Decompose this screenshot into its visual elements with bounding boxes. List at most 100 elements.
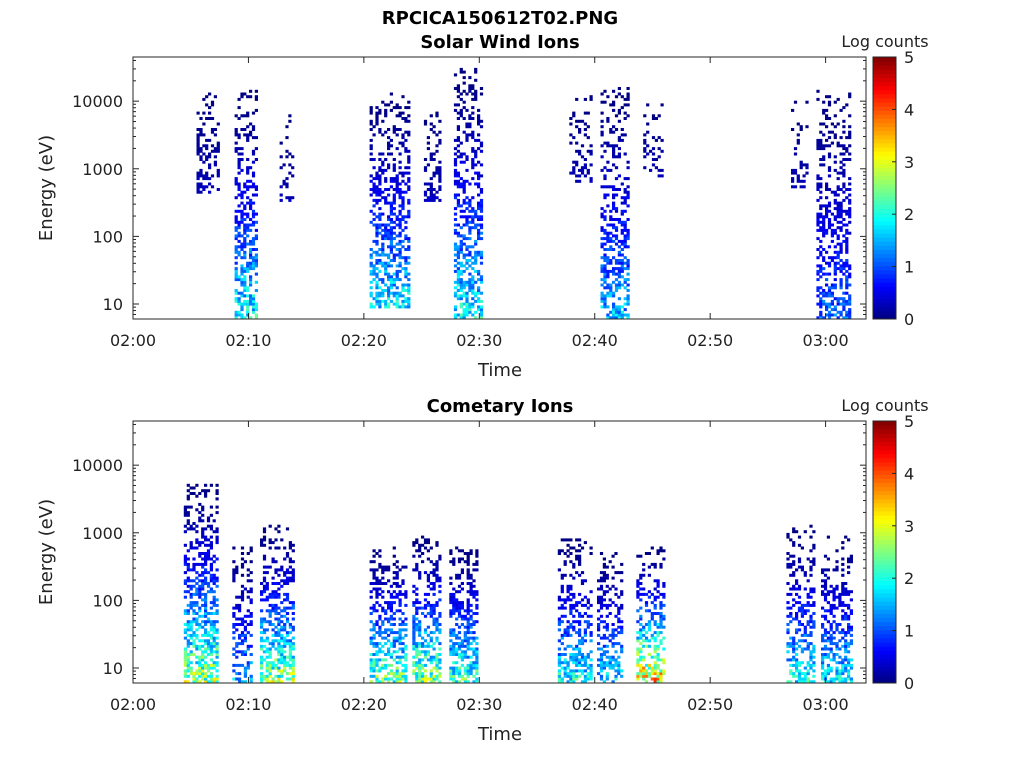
spectrogram-cell <box>392 177 396 181</box>
spectrogram-cell <box>398 628 402 632</box>
spectrogram-cell <box>438 554 442 558</box>
spectrogram-cell <box>234 297 238 301</box>
spectrogram-cell <box>369 264 373 268</box>
spectrogram-cell <box>274 546 278 550</box>
spectrogram-cell <box>265 661 269 665</box>
spectrogram-cell <box>466 625 470 629</box>
spectrogram-cell <box>586 136 590 140</box>
spectrogram-cell <box>620 669 624 673</box>
spectrogram-cell <box>378 218 382 221</box>
spectrogram-cell <box>381 163 385 167</box>
spectrogram-cell <box>848 177 852 181</box>
spectrogram-cell <box>240 584 245 588</box>
spectrogram-cell <box>235 606 239 610</box>
spectrogram-cell <box>195 623 199 626</box>
spectrogram-cell <box>234 310 238 314</box>
spectrogram-cell <box>589 590 593 594</box>
spectrogram-cell <box>208 117 212 120</box>
spectrogram-cell <box>456 294 460 298</box>
spectrogram-cell <box>563 658 567 662</box>
spectrogram-cell <box>240 565 245 569</box>
colorbar-swatch <box>873 273 896 279</box>
spectrogram-cell <box>841 601 845 605</box>
spectrogram-cell <box>603 177 607 181</box>
spectrogram-cell <box>836 97 840 101</box>
spectrogram-cell <box>639 666 643 670</box>
spectrogram-cell <box>653 623 657 626</box>
spectrogram-cell <box>183 653 187 656</box>
spectrogram-cell <box>251 209 256 213</box>
spectrogram-cell <box>195 647 199 651</box>
spectrogram-cell <box>602 598 606 602</box>
spectrogram-cell <box>238 642 242 646</box>
spectrogram-cell <box>372 674 376 678</box>
spectrogram-cell <box>209 513 213 517</box>
spectrogram-cell <box>277 650 281 654</box>
spectrogram-cell <box>463 617 467 621</box>
spectrogram-cell <box>612 144 616 148</box>
spectrogram-cell <box>463 666 467 670</box>
spectrogram-cell <box>614 207 619 211</box>
spectrogram-cell <box>639 592 643 596</box>
spectrogram-cell <box>603 275 607 279</box>
spectrogram-cell <box>459 283 463 287</box>
spectrogram-cell <box>838 672 842 676</box>
spectrogram-cell <box>823 598 828 602</box>
spectrogram-cell <box>254 264 258 268</box>
spectrogram-cell <box>240 158 244 161</box>
spectrogram-cell <box>609 291 613 295</box>
spectrogram-cell <box>204 614 208 618</box>
spectrogram-cell <box>653 565 657 569</box>
spectrogram-cell <box>285 595 290 599</box>
spectrogram-cell <box>457 669 462 673</box>
spectrogram-cell <box>285 576 290 580</box>
spectrogram-cell <box>189 546 193 550</box>
spectrogram-cell <box>459 313 463 317</box>
spectrogram-cell <box>605 584 609 588</box>
spectrogram-cell <box>192 492 196 495</box>
spectrogram-cell <box>240 653 245 656</box>
spectrogram-cell <box>407 283 411 287</box>
spectrogram-cell <box>418 642 422 646</box>
panel-title: Cometary Ions <box>427 396 574 417</box>
spectrogram-cell <box>401 612 405 615</box>
spectrogram-cell <box>204 598 208 602</box>
spectrogram-cell <box>466 644 470 648</box>
spectrogram-cell <box>575 631 579 635</box>
spectrogram-cell <box>268 663 272 667</box>
spectrogram-cell <box>614 592 618 596</box>
spectrogram-cell <box>251 160 256 164</box>
spectrogram-cell <box>246 289 250 292</box>
spectrogram-cell <box>291 628 295 632</box>
spectrogram-cell <box>623 237 627 241</box>
spectrogram-cell <box>432 617 436 621</box>
spectrogram-cell <box>833 168 837 172</box>
spectrogram-cell <box>569 171 573 175</box>
spectrogram-cell <box>847 623 851 626</box>
spectrogram-cell <box>381 119 385 123</box>
spectrogram-cell <box>656 625 660 629</box>
spectrogram-cell <box>620 209 624 213</box>
spectrogram-cell <box>277 524 281 528</box>
spectrogram-cell <box>280 653 284 656</box>
spectrogram-cell <box>833 278 837 282</box>
spectrogram-cell <box>407 114 411 118</box>
spectrogram-cell <box>643 155 647 159</box>
spectrogram-cell <box>240 168 244 172</box>
spectrogram-cell <box>803 666 807 670</box>
spectrogram-cell <box>375 592 379 596</box>
spectrogram-cell <box>844 655 848 659</box>
spectrogram-cell <box>463 650 467 654</box>
spectrogram-cell <box>599 601 604 605</box>
spectrogram-cell <box>583 97 587 101</box>
spectrogram-cell <box>288 644 292 648</box>
colorbar-swatch <box>873 73 896 78</box>
spectrogram-cell <box>456 185 460 189</box>
spectrogram-cell <box>384 289 388 292</box>
spectrogram-cell <box>569 606 573 610</box>
spectrogram-cell <box>557 620 561 624</box>
spectrogram-cell <box>384 674 388 678</box>
spectrogram-cell <box>849 680 853 684</box>
spectrogram-cell <box>251 193 256 197</box>
spectrogram-cell <box>387 272 391 276</box>
